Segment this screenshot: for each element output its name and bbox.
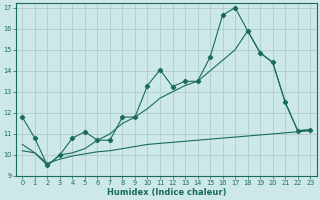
X-axis label: Humidex (Indice chaleur): Humidex (Indice chaleur) (107, 188, 226, 197)
